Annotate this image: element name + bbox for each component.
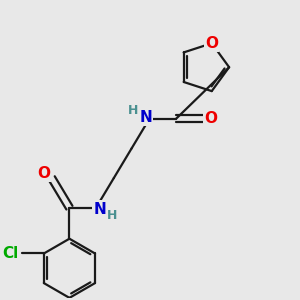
Text: N: N (93, 202, 106, 217)
Text: H: H (107, 208, 118, 222)
Text: O: O (205, 36, 218, 51)
Text: O: O (204, 112, 217, 127)
Text: O: O (37, 166, 50, 181)
Text: H: H (128, 104, 138, 117)
Text: Cl: Cl (2, 246, 19, 261)
Text: N: N (140, 110, 152, 125)
